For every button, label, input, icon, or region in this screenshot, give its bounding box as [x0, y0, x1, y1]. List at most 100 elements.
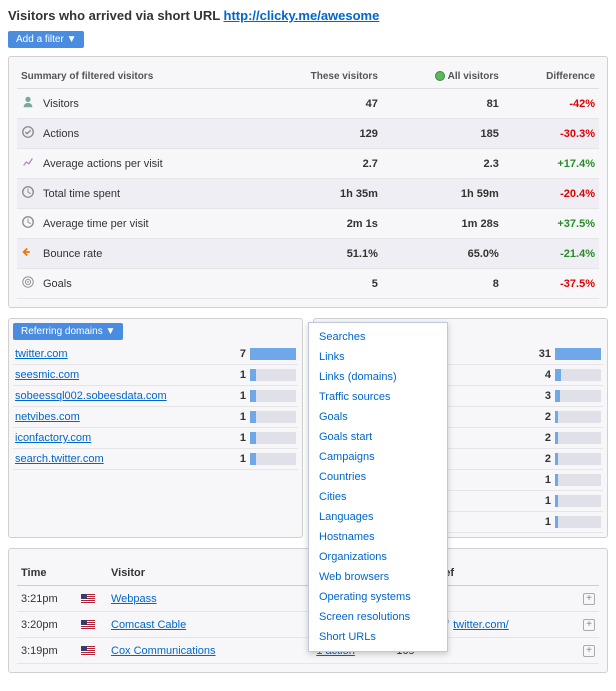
- item-count: 7: [220, 344, 248, 365]
- item-bar: [248, 428, 298, 449]
- expand-button[interactable]: +: [583, 619, 595, 631]
- dropdown-item[interactable]: Links (domains): [309, 367, 447, 387]
- dropdown-item[interactable]: Traffic sources: [309, 387, 447, 407]
- item-link[interactable]: sobeessql002.sobeesdata.com: [15, 390, 167, 402]
- online-dot-icon: [435, 71, 445, 81]
- item-count: 1: [525, 512, 553, 533]
- dropdown-item[interactable]: Links: [309, 347, 447, 367]
- visitor-cell: Comcast Cable: [107, 612, 312, 638]
- dropdown-item[interactable]: Operating systems: [309, 587, 447, 607]
- expand-cell: +: [579, 612, 599, 638]
- dropdown-item[interactable]: Cities: [309, 487, 447, 507]
- metric-diff: -30.3%: [503, 119, 599, 149]
- referring-header-button[interactable]: Referring domains ▼: [13, 323, 123, 340]
- metric-diff: -21.4%: [503, 239, 599, 269]
- item-count: 2: [525, 428, 553, 449]
- dropdown-item[interactable]: Campaigns: [309, 447, 447, 467]
- add-filter-button[interactable]: Add a filter ▼: [8, 31, 84, 48]
- item-bar: [553, 407, 603, 428]
- item-count: 31: [525, 344, 553, 365]
- metric-these: 5: [255, 269, 382, 299]
- dropdown-item[interactable]: Searches: [309, 327, 447, 347]
- item-bar: [248, 407, 298, 428]
- item-bar: [553, 428, 603, 449]
- metric-these: 2m 1s: [255, 209, 382, 239]
- metric-label: Goals: [39, 269, 255, 299]
- metric-label: Bounce rate: [39, 239, 255, 269]
- summary-panel: Summary of filtered visitors These visit…: [8, 56, 608, 308]
- expand-button[interactable]: +: [583, 593, 595, 605]
- col-diff: Difference: [503, 65, 599, 89]
- item-bar: [553, 386, 603, 407]
- item-link-cell: sobeessql002.sobeesdata.com: [13, 386, 220, 407]
- metric-diff: -42%: [503, 89, 599, 119]
- dropdown-item[interactable]: Hostnames: [309, 527, 447, 547]
- item-bar: [248, 449, 298, 470]
- visit-time: 3:19pm: [17, 638, 77, 664]
- avg-time-icon: [17, 209, 39, 239]
- expand-cell: +: [579, 586, 599, 612]
- visitors-icon: [17, 89, 39, 119]
- item-bar: [553, 344, 603, 365]
- item-count: 3: [525, 386, 553, 407]
- item-count: 2: [525, 449, 553, 470]
- col-these: These visitors: [255, 65, 382, 89]
- item-link[interactable]: twitter.com: [15, 348, 68, 360]
- item-count: 1: [220, 428, 248, 449]
- dropdown-item[interactable]: Languages: [309, 507, 447, 527]
- dropdown-item[interactable]: Short URLs: [309, 627, 447, 647]
- avg-actions-icon: [17, 149, 39, 179]
- summary-row: Average time per visit2m 1s1m 28s+37.5%: [17, 209, 599, 239]
- metric-all: 1h 59m: [382, 179, 503, 209]
- metric-label: Actions: [39, 119, 255, 149]
- expand-button[interactable]: +: [583, 645, 595, 657]
- segment-dropdown[interactable]: SearchesLinksLinks (domains)Traffic sour…: [308, 322, 448, 652]
- item-count: 4: [525, 365, 553, 386]
- referring-panel: Referring domains ▼ twitter.com7seesmic.…: [8, 318, 303, 538]
- item-link[interactable]: iconfactory.com: [15, 432, 91, 444]
- dropdown-item[interactable]: Organizations: [309, 547, 447, 567]
- summary-row: Total time spent1h 35m1h 59m-20.4%: [17, 179, 599, 209]
- dropdown-item[interactable]: Web browsers: [309, 567, 447, 587]
- item-link-cell: iconfactory.com: [13, 428, 220, 449]
- dropdown-item[interactable]: Countries: [309, 467, 447, 487]
- referring-table: twitter.com 7 seesmic.com 1 sobeessql002.sob…: [13, 344, 298, 470]
- metric-label: Visitors: [39, 89, 255, 119]
- item-link[interactable]: seesmic.com: [15, 369, 79, 381]
- title-url-link[interactable]: http://clicky.me/awesome: [224, 8, 380, 23]
- summary-row: Visitors4781-42%: [17, 89, 599, 119]
- item-bar: [553, 491, 603, 512]
- item-link-cell: search.twitter.com: [13, 449, 220, 470]
- summary-row: Goals58-37.5%: [17, 269, 599, 299]
- item-count: 1: [525, 470, 553, 491]
- list-item: twitter.com 7: [13, 344, 298, 365]
- item-link[interactable]: netvibes.com: [15, 411, 80, 423]
- dropdown-item[interactable]: Goals start: [309, 427, 447, 447]
- item-link-cell: netvibes.com: [13, 407, 220, 428]
- visitor-link[interactable]: Webpass: [111, 593, 157, 605]
- dropdown-item[interactable]: Screen resolutions: [309, 607, 447, 627]
- metric-label: Average actions per visit: [39, 149, 255, 179]
- metric-these: 129: [255, 119, 382, 149]
- title-text: Visitors who arrived via short URL: [8, 8, 224, 23]
- visitor-link[interactable]: Cox Communications: [111, 645, 216, 657]
- summary-row: Average actions per visit2.72.3+17.4%: [17, 149, 599, 179]
- metric-diff: -37.5%: [503, 269, 599, 299]
- item-count: 1: [220, 365, 248, 386]
- metric-diff: +37.5%: [503, 209, 599, 239]
- metric-all: 8: [382, 269, 503, 299]
- page-title: Visitors who arrived via short URL http:…: [8, 8, 608, 23]
- item-link[interactable]: search.twitter.com: [15, 453, 104, 465]
- item-bar: [553, 365, 603, 386]
- col-ref: Ref: [432, 561, 579, 586]
- list-item: seesmic.com 1: [13, 365, 298, 386]
- visitor-link[interactable]: Comcast Cable: [111, 619, 186, 631]
- time-icon: [17, 179, 39, 209]
- bounce-icon: [17, 239, 39, 269]
- ref-link[interactable]: twitter.com/: [453, 619, 509, 631]
- dropdown-item[interactable]: Goals: [309, 407, 447, 427]
- item-bar: [553, 470, 603, 491]
- list-item: netvibes.com1: [13, 407, 298, 428]
- metric-all: 81: [382, 89, 503, 119]
- item-link-cell: twitter.com: [13, 344, 220, 365]
